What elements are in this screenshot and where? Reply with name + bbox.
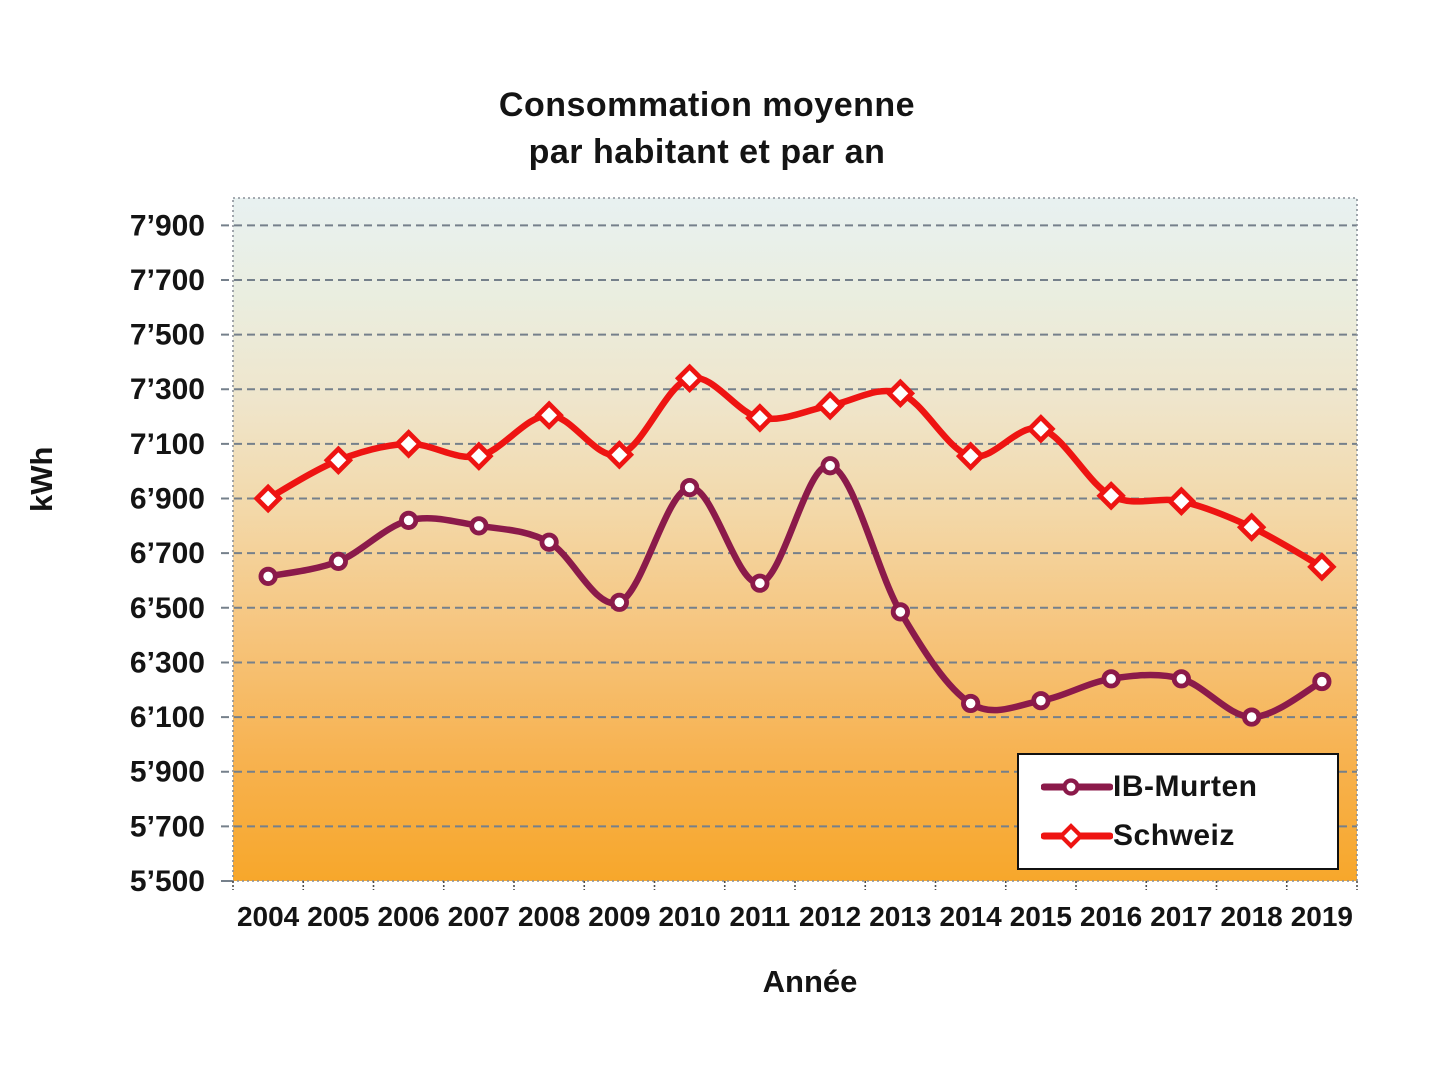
chart-title-line1: Consommation moyenne — [498, 86, 916, 124]
y-tick-label: 6’100 — [130, 701, 205, 734]
x-tick-label: 2013 — [869, 901, 931, 932]
data-point-circle — [890, 602, 910, 622]
data-point-circle — [1312, 671, 1332, 692]
data-point-circle — [469, 516, 489, 536]
series-line-ib-murten — [264, 462, 1326, 721]
data-point-diamond — [323, 445, 354, 475]
y-tick-label: 6’900 — [130, 483, 205, 516]
legend: IB-Murten Schweiz — [1017, 753, 1339, 870]
x-tick-label: 2018 — [1220, 901, 1282, 932]
legend-item-ib-murten: IB-Murten — [1041, 770, 1337, 804]
x-tick-label: 2019 — [1291, 901, 1353, 932]
y-tick-label: 7’700 — [130, 264, 205, 297]
plot-frame — [232, 197, 1358, 882]
data-point-circle — [328, 551, 348, 571]
x-axis-title: Année — [762, 964, 858, 999]
data-point-circle — [961, 693, 981, 714]
x-tick-label: 2012 — [799, 901, 861, 932]
y-tick-label: 6’700 — [130, 537, 205, 570]
x-tick-label: 2011 — [730, 901, 791, 932]
data-point-circle — [539, 532, 559, 552]
y-tick-label: 7’100 — [130, 428, 205, 461]
series-schweiz — [253, 363, 1337, 582]
data-point-circle — [258, 566, 278, 586]
ib-murten-line-marker-icon — [1041, 778, 1113, 796]
data-point-circle — [1101, 669, 1121, 689]
y-tick-label: 7’300 — [130, 373, 205, 406]
data-point-diamond — [955, 441, 986, 471]
chart-title: Consommation moyenne par habitant et par… — [0, 82, 1414, 176]
data-point-circle — [750, 573, 770, 593]
data-point-diamond — [815, 390, 845, 421]
data-point-circle — [1031, 691, 1051, 711]
data-point-diamond — [1307, 552, 1337, 582]
x-tick-label: 2014 — [939, 901, 1002, 932]
data-point-circle — [1062, 778, 1080, 796]
x-tick-label: 2010 — [658, 901, 720, 932]
x-tick-label: 2004 — [237, 901, 300, 932]
data-point-diamond — [1236, 512, 1267, 542]
x-tick-label: 2009 — [588, 901, 650, 932]
data-point-diamond — [1166, 486, 1197, 516]
legend-label-ib-murten: IB-Murten — [1113, 770, 1258, 803]
y-tick-label: 7’900 — [130, 209, 205, 242]
data-point-diamond — [1096, 481, 1126, 511]
schweiz-line-marker-icon — [1041, 823, 1113, 849]
series-line-schweiz — [264, 374, 1326, 571]
x-tick-label: 2015 — [1010, 901, 1072, 932]
data-point-diamond — [745, 403, 775, 433]
series-ib-murten — [258, 456, 1332, 727]
x-tick-label: 2017 — [1150, 901, 1212, 932]
data-point-diamond — [604, 440, 635, 470]
data-point-diamond — [885, 378, 916, 409]
x-tick-label: 2008 — [518, 901, 580, 932]
data-point-diamond — [674, 363, 705, 394]
data-point-diamond — [1058, 823, 1084, 849]
data-point-circle — [1242, 707, 1262, 727]
y-tick-label: 5’900 — [130, 756, 205, 789]
y-tick-label: 5’500 — [130, 865, 205, 898]
y-tick-label: 7’500 — [130, 319, 205, 352]
y-tick-label: 6’300 — [130, 646, 205, 679]
y-tick-label: 6’500 — [130, 592, 205, 625]
data-point-circle — [399, 510, 419, 530]
data-point-circle — [820, 456, 840, 476]
y-tick-label: 5’700 — [130, 810, 205, 843]
data-point-diamond — [464, 441, 494, 471]
x-tick-label: 2005 — [307, 901, 369, 932]
x-tick-label: 2007 — [448, 901, 510, 932]
legend-label-schweiz: Schweiz — [1113, 819, 1235, 852]
data-point-diamond — [393, 429, 424, 459]
data-point-circle — [1171, 669, 1191, 689]
x-tick-label: 2016 — [1080, 901, 1142, 932]
data-point-circle — [680, 477, 700, 498]
legend-item-schweiz: Schweiz — [1041, 819, 1337, 853]
data-point-diamond — [534, 400, 564, 430]
data-point-diamond — [1026, 414, 1056, 444]
chart-title-line2: par habitant et par an — [528, 133, 886, 171]
data-point-diamond — [253, 483, 283, 514]
data-point-circle — [609, 592, 629, 612]
x-tick-label: 2006 — [377, 901, 439, 932]
